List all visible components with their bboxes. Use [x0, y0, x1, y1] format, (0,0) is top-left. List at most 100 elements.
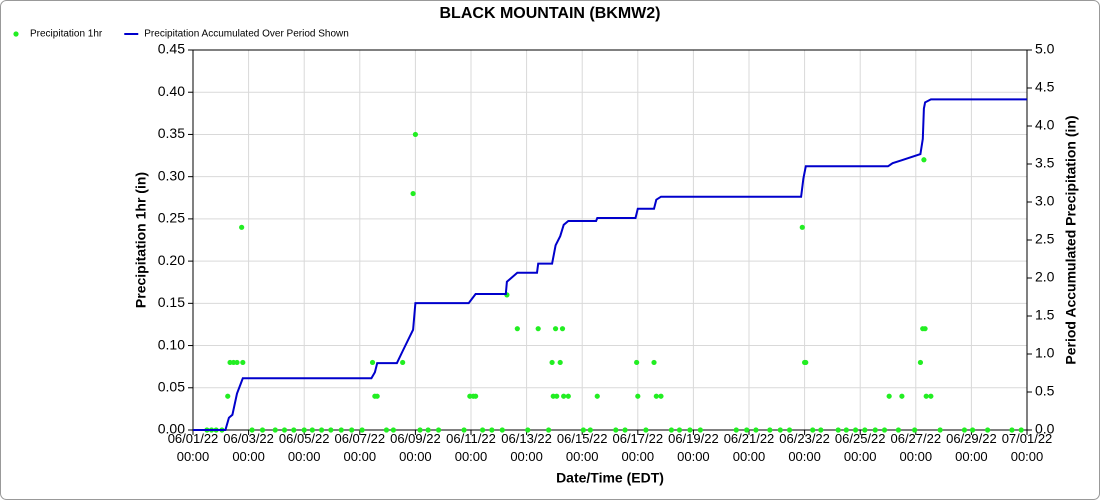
precip-dot [744, 427, 750, 433]
precip-dot [1018, 427, 1024, 433]
precip-dot [928, 393, 934, 399]
y-tick-label: 0.20 [158, 252, 185, 268]
y2-tick-label: 0.5 [1035, 383, 1055, 399]
x-tick-label: 06/13/22 00:00 [501, 431, 552, 464]
precip-dot [328, 427, 334, 433]
precip-dot [810, 427, 816, 433]
precip-dot [272, 427, 278, 433]
x-tick-label: 06/09/22 00:00 [390, 431, 441, 464]
y2-tick-label: 0.0 [1035, 421, 1055, 437]
y-tick-label: 0.30 [158, 167, 185, 183]
precip-dot [479, 427, 486, 433]
precip-dot [349, 427, 355, 433]
precip-dot [291, 427, 297, 433]
precip-dot [777, 427, 783, 433]
y-tick-label: 0.00 [158, 421, 185, 437]
y-axis-label: Precipitation 1hr (in) [133, 172, 149, 308]
y2-tick-label: 1.0 [1035, 345, 1055, 361]
precip-dot [886, 393, 892, 399]
y-tick-label: 0.15 [158, 294, 185, 310]
precip-dot [922, 326, 928, 332]
precip-dot [899, 393, 905, 399]
precip-dot [843, 427, 849, 433]
precip-dot [786, 427, 793, 433]
precip-dot [651, 359, 657, 366]
precip-dot [733, 427, 739, 433]
precip-dot [767, 427, 773, 433]
precip-dot [921, 157, 927, 163]
precip-dot [489, 427, 495, 433]
precip-dot [653, 393, 659, 399]
chart-title: BLACK MOUNTAIN (BKMW2) [440, 5, 661, 22]
x-tick-label: 06/19/22 00:00 [668, 431, 719, 464]
precip-dot [525, 427, 531, 433]
precip-dot [676, 427, 683, 433]
precip-dot [234, 359, 240, 366]
y-tick-label: 0.45 [158, 41, 185, 57]
precip-dot [309, 427, 315, 433]
precip-dot [549, 359, 555, 366]
y2-tick-label: 3.0 [1035, 193, 1055, 209]
y-tick-label: 0.40 [158, 83, 185, 99]
precip-dot [318, 427, 325, 433]
precip-dot [514, 326, 520, 332]
x-tick-label: 07/01/22 00:00 [1002, 431, 1053, 464]
accum-line [193, 98, 1027, 431]
x-tick-label: 06/17/22 00:00 [612, 431, 663, 464]
precip-dot [565, 393, 571, 399]
x-tick-label: 06/25/22 00:00 [835, 431, 886, 464]
x-tick-label: 06/03/22 00:00 [223, 431, 274, 464]
precip-dot [410, 190, 416, 197]
y2-tick-label: 2.0 [1035, 269, 1055, 285]
precip-dot [594, 393, 600, 399]
precip-dot [383, 427, 390, 433]
x-tick-label: 06/21/22 00:00 [724, 431, 775, 464]
precip-dot [622, 427, 628, 433]
precip-dot [580, 427, 586, 433]
precip-dot [239, 224, 245, 230]
precip-dot [225, 393, 231, 399]
x-tick-label: 06/05/22 00:00 [279, 431, 330, 464]
precip-dot [862, 427, 868, 433]
y2-tick-label: 1.5 [1035, 307, 1055, 323]
legend-marker [13, 31, 19, 37]
precip-dot [461, 427, 467, 433]
precip-dot [697, 427, 703, 433]
y2-tick-label: 5.0 [1035, 41, 1055, 57]
x-tick-label: 06/29/22 00:00 [946, 431, 997, 464]
y2-tick-label: 4.5 [1035, 79, 1055, 95]
y-tick-label: 0.25 [158, 210, 185, 226]
precip-dot [400, 359, 406, 366]
precip-dot [535, 326, 541, 332]
precip-dot [390, 427, 396, 433]
precip-dot [668, 427, 674, 433]
precip-dot [872, 427, 878, 433]
precip-dot [881, 427, 888, 433]
precip-dot [374, 393, 380, 399]
precip-dot [969, 427, 976, 433]
precip-dot [1009, 427, 1015, 433]
precip-dot [554, 393, 560, 399]
precip-dot [634, 359, 640, 366]
precip-dot [359, 427, 365, 433]
x-tick-label: 06/23/22 00:00 [779, 431, 830, 464]
precip-dot [799, 224, 805, 230]
precip-dot [557, 359, 563, 366]
precip-dot [435, 427, 442, 433]
precip-dot [803, 359, 809, 366]
precip-dot [369, 359, 376, 366]
precip-dot [301, 427, 307, 433]
x-tick-label: 06/15/22 00:00 [557, 431, 608, 464]
precip-dot [635, 393, 641, 399]
y-tick-label: 0.05 [158, 378, 185, 394]
precip-dot [473, 393, 479, 399]
precip-dot [561, 393, 567, 399]
plot-frame [192, 49, 1028, 431]
precip-dot [961, 427, 968, 433]
x-tick-label: 06/27/22 00:00 [890, 431, 941, 464]
y2-axis-label: Period Accumulated Precipitation (in) [1063, 115, 1079, 364]
precip-dot [546, 427, 552, 433]
y2-tick-label: 2.5 [1035, 231, 1055, 247]
x-tick-label: 06/07/22 00:00 [334, 431, 385, 464]
